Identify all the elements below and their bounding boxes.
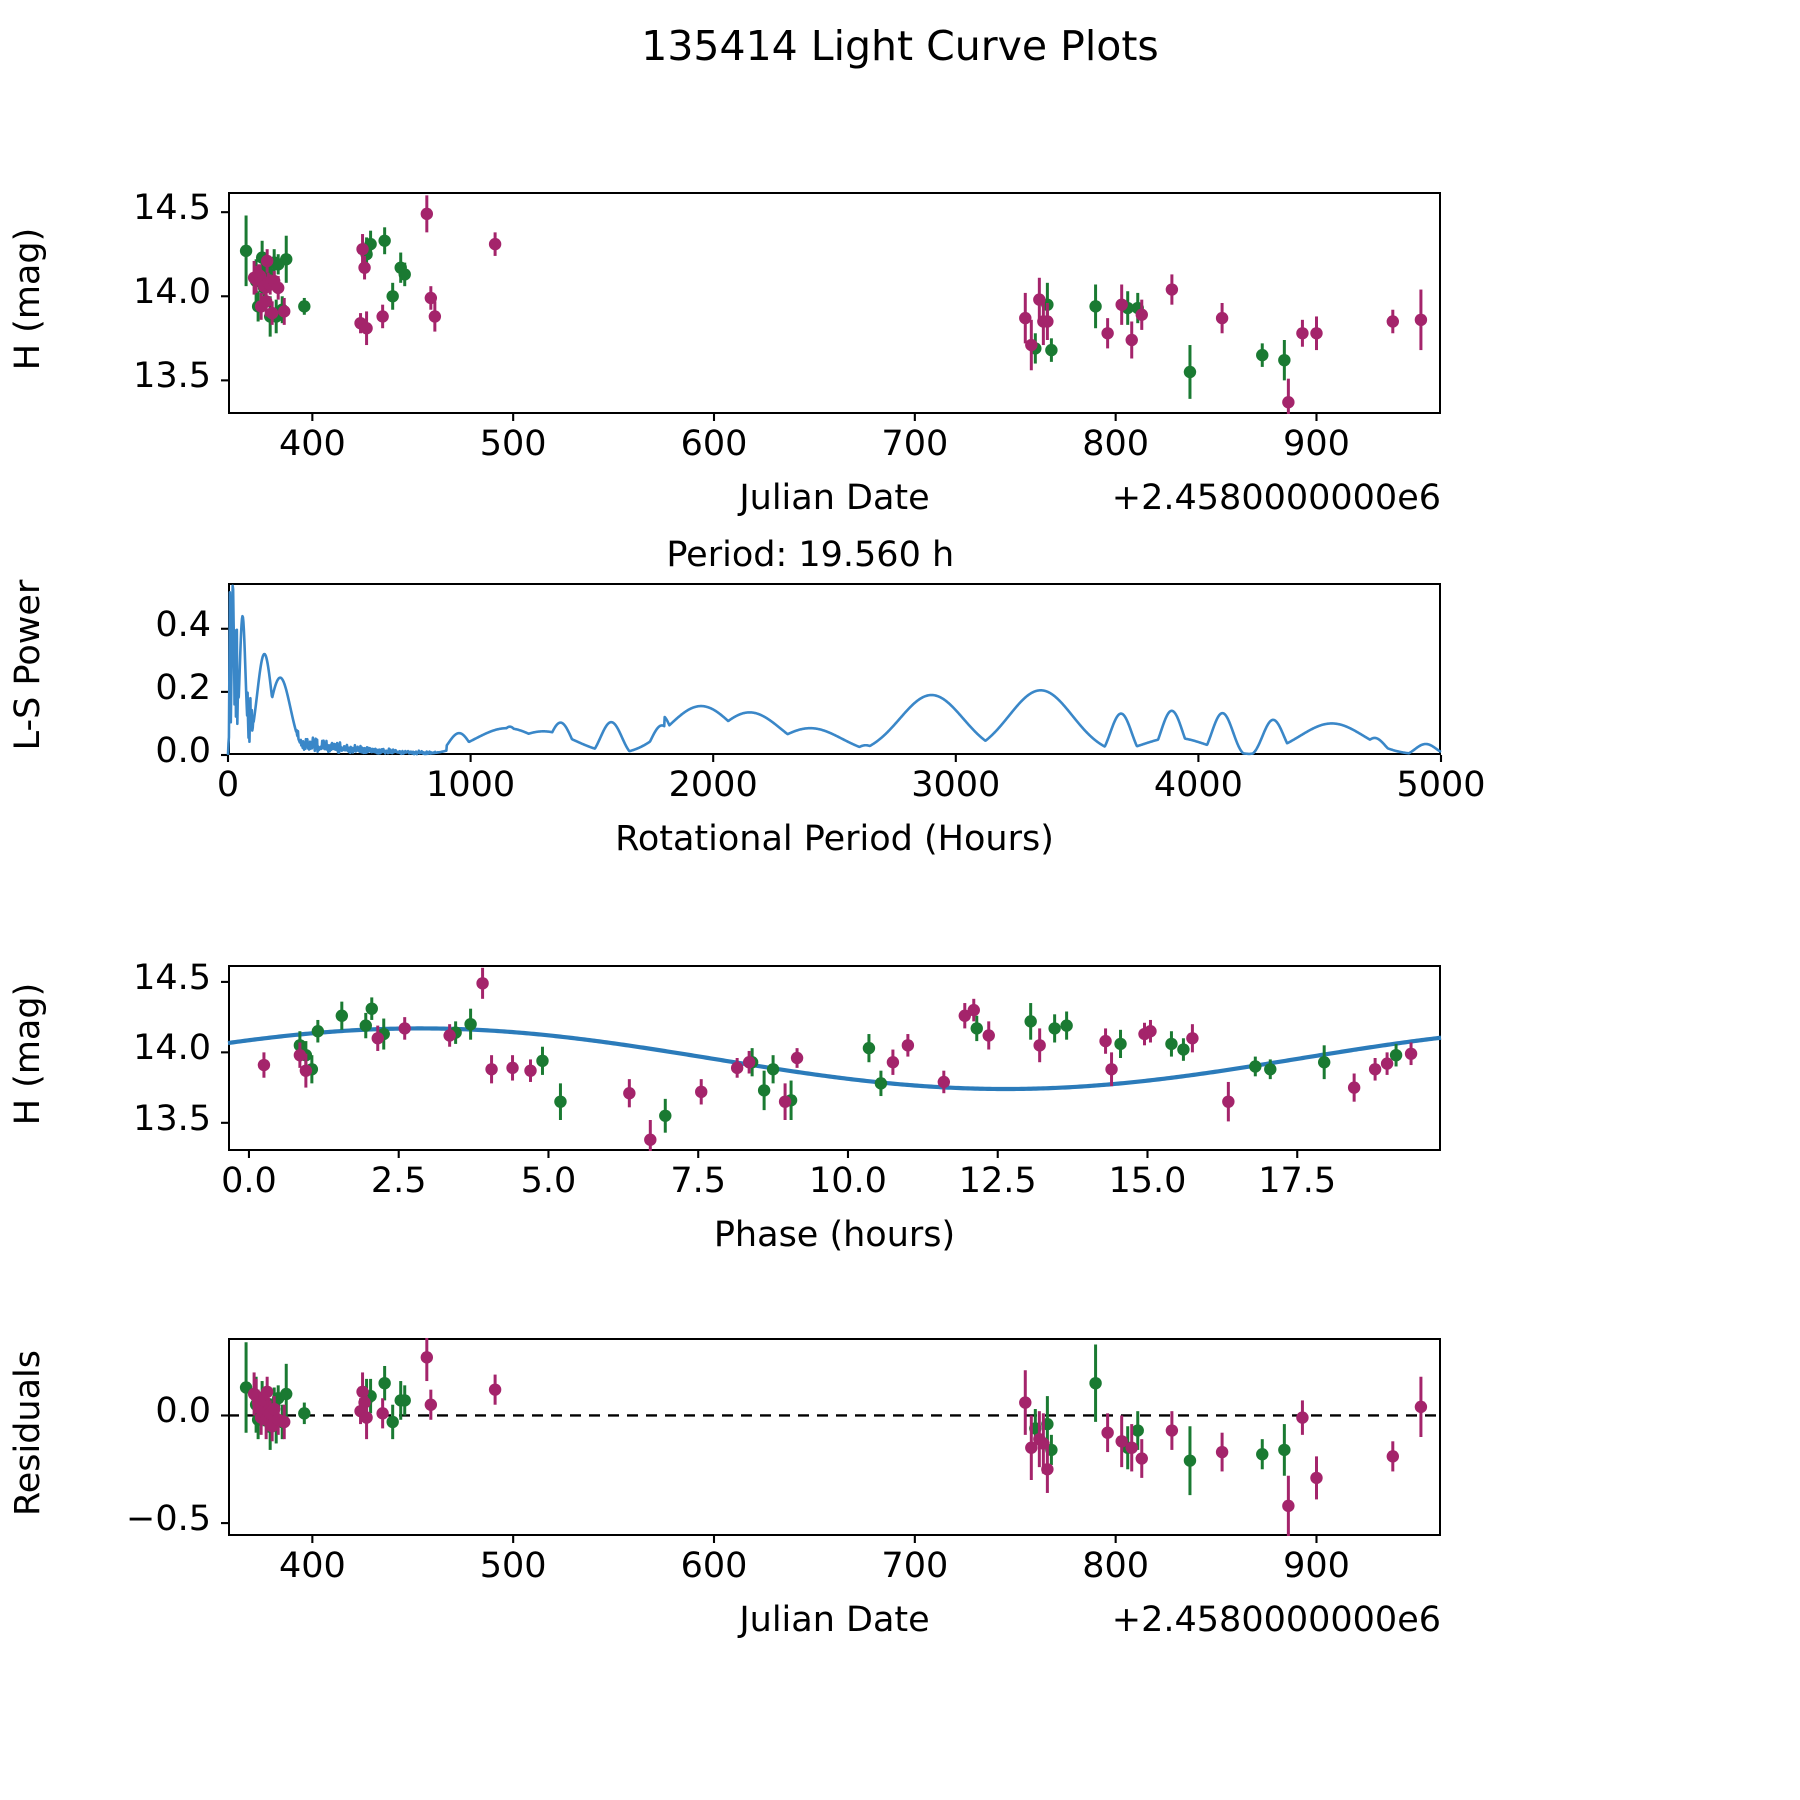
x-tick-label: 500 (479, 1546, 547, 1586)
x-tick-label: 1000 (426, 765, 516, 805)
x-tick-label: 5.0 (520, 1161, 577, 1201)
x-tick-label: 700 (881, 424, 949, 464)
x-tick-label: 7.5 (670, 1161, 727, 1201)
x-tick-label: 3000 (911, 765, 1001, 805)
x-tick-label: 500 (479, 424, 547, 464)
x-tick-label: 17.5 (1258, 1161, 1337, 1201)
x-tick-label: 0.0 (221, 1161, 277, 1201)
x-tick-label: 5000 (1396, 765, 1486, 805)
x-tick-label: 0 (216, 765, 240, 805)
y-tick-label: 13.5 (133, 356, 211, 397)
x-tick-label: 800 (1082, 1546, 1150, 1586)
x-tick-label: 2.5 (370, 1161, 427, 1201)
plot-area-residuals (228, 1338, 1441, 1536)
y-tick-label: 13.5 (133, 1098, 211, 1139)
x-tick-label: 10.0 (809, 1161, 887, 1201)
plot-area-periodogram (228, 583, 1441, 755)
period-annotation: Period: 19.560 h (666, 535, 955, 575)
y-tick-label: 0.0 (155, 1391, 211, 1432)
x-tick-label: 4000 (1153, 765, 1243, 805)
axis-label-x-phase: Phase (hours) (713, 1215, 956, 1255)
y-tick-label: 14.5 (133, 957, 211, 998)
y-tick-label: 0.4 (155, 604, 211, 645)
x-tick-label: 600 (680, 424, 748, 464)
series-green-band (293, 997, 1403, 1133)
plot-area-phase (228, 965, 1441, 1151)
x-tick-label: 900 (1283, 1546, 1350, 1586)
axis-offset-lightcurve: +2.4580000000e6 (1111, 478, 1441, 518)
x-tick-label: 800 (1082, 424, 1150, 464)
series-magenta-band (247, 195, 1428, 414)
x-tick-label: 2000 (668, 765, 758, 805)
axis-label-x-periodogram: Rotational Period (Hours) (615, 819, 1054, 859)
x-tick-label: 700 (881, 1546, 949, 1586)
axis-label-y-residuals: Residuals (8, 1349, 48, 1517)
y-tick-label: 0.2 (155, 667, 211, 708)
x-tick-label: 400 (278, 424, 346, 464)
axis-offset-residuals: +2.4580000000e6 (1111, 1600, 1441, 1640)
x-tick-label: 15.0 (1108, 1161, 1187, 1201)
axis-label-x-lightcurve: Julian Date (739, 478, 930, 518)
y-tick-label: 14.0 (133, 1028, 211, 1069)
series-magenta-band (257, 967, 1418, 1151)
x-tick-label: 400 (278, 1546, 346, 1586)
x-tick-label: 900 (1283, 424, 1350, 464)
axis-label-x-residuals: Julian Date (739, 1600, 930, 1640)
y-tick-label: 14.0 (133, 272, 211, 313)
series-green-band (239, 1342, 1291, 1496)
series-magenta-band (247, 1338, 1428, 1536)
x-tick-label: 12.5 (958, 1161, 1037, 1201)
page-title: 135414 Light Curve Plots (641, 22, 1159, 70)
y-tick-label: −0.5 (126, 1499, 211, 1540)
y-tick-label: 14.5 (133, 188, 211, 229)
x-tick-label: 600 (680, 1546, 748, 1586)
y-tick-label: 0.0 (155, 731, 211, 771)
